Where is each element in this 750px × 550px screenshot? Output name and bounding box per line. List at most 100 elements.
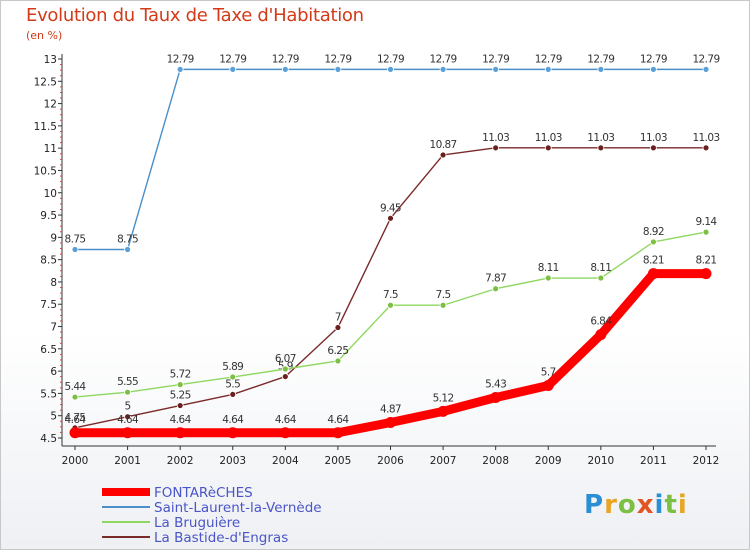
data-label: 8.75 (65, 234, 86, 246)
y-tick-label: 7.5 (40, 299, 57, 311)
data-point (490, 392, 502, 404)
data-point (647, 268, 659, 280)
legend-label: FONTARèCHES (154, 485, 253, 501)
data-label: 6.25 (327, 345, 348, 357)
y-tick-label: 4.5 (40, 433, 57, 445)
data-point (124, 413, 131, 421)
data-label: 11.03 (482, 132, 509, 144)
data-label: 5.89 (222, 361, 243, 373)
x-tick-label: 2007 (430, 455, 457, 467)
data-label: 4.75 (65, 412, 86, 424)
data-point (650, 65, 657, 73)
y-tick-label: 9 (50, 232, 57, 244)
data-label: 4.64 (275, 414, 297, 426)
data-label: 12.79 (482, 53, 509, 65)
data-label: 6.84 (590, 316, 612, 328)
data-label: 8.75 (117, 234, 138, 246)
x-tick-label: 2009 (535, 455, 562, 467)
data-label: 5 (125, 401, 131, 413)
data-label: 7.5 (436, 289, 451, 301)
x-tick-label: 2008 (482, 455, 509, 467)
data-point (702, 65, 710, 73)
series-line (74, 68, 707, 251)
legend-label: La Bruguière (154, 515, 240, 531)
data-point (227, 427, 239, 439)
data-label: 5.44 (65, 381, 87, 393)
data-label: 5.43 (485, 379, 506, 391)
data-label: 4.64 (170, 414, 192, 426)
data-point (439, 151, 447, 159)
data-point (281, 65, 289, 73)
data-label: 11.03 (535, 132, 562, 144)
logo-letter: t (664, 490, 678, 520)
data-label: 12.79 (430, 53, 457, 65)
data-point (439, 301, 447, 309)
data-point (492, 65, 500, 73)
x-tick-label: 2011 (640, 455, 667, 467)
data-label: 12.79 (587, 53, 614, 65)
y-tick-label: 5.5 (40, 388, 57, 400)
data-point (650, 144, 657, 152)
y-tick-label: 12 (44, 99, 57, 111)
data-label: 11.03 (692, 132, 719, 144)
data-point (176, 381, 184, 389)
y-tick-label: 8 (50, 277, 57, 289)
y-tick-label: 12.5 (34, 76, 57, 88)
data-point (176, 402, 184, 409)
data-point (544, 274, 552, 282)
data-label: 4.87 (380, 404, 401, 416)
data-point (71, 393, 79, 401)
data-point (387, 214, 394, 222)
data-point (332, 427, 344, 439)
y-tick-label: 13 (44, 54, 57, 66)
data-label: 11.03 (640, 132, 667, 144)
legend-label: La Bastide-d'Engras (154, 530, 288, 546)
x-tick-label: 2010 (587, 455, 614, 467)
data-point (281, 365, 289, 373)
chart-title: Evolution du Taux de Taxe d'Habitation (26, 5, 364, 26)
data-label: 12.79 (377, 53, 404, 65)
data-point (174, 427, 186, 439)
y-tick-label: 11.5 (34, 121, 57, 133)
logo-letter: i (654, 490, 665, 520)
data-point (597, 274, 605, 282)
data-point (176, 65, 184, 73)
data-label: 12.79 (167, 53, 194, 65)
data-label: 5.12 (433, 392, 454, 404)
data-point (334, 324, 342, 331)
data-point (387, 301, 394, 309)
data-label: 12.79 (272, 53, 299, 65)
data-label: 12.79 (324, 53, 351, 65)
proxiti-logo: Proxiti (584, 490, 688, 520)
data-point (334, 65, 342, 73)
logo-letter: P (584, 490, 605, 520)
data-label: 4.64 (327, 414, 349, 426)
data-label: 12.79 (692, 53, 719, 65)
data-point (597, 65, 605, 73)
x-tick-label: 2005 (325, 455, 352, 467)
data-point (544, 65, 552, 73)
data-point (387, 65, 394, 73)
data-label: 12.79 (640, 53, 667, 65)
x-tick-label: 2006 (377, 455, 404, 467)
y-tick-label: 7 (50, 322, 57, 334)
logo-letter: x (636, 490, 655, 520)
y-tick-label: 10.5 (34, 165, 57, 177)
data-label: 9.14 (696, 216, 718, 228)
data-label: 8.11 (590, 262, 611, 274)
y-tick-label: 6.5 (40, 344, 57, 356)
data-point (437, 405, 449, 417)
data-point (597, 144, 605, 152)
data-point (492, 144, 500, 152)
data-point (69, 427, 81, 439)
data-label: 4.64 (117, 414, 139, 426)
data-label: 9.45 (380, 202, 401, 214)
data-label: 8.21 (643, 255, 664, 267)
data-point (492, 285, 500, 293)
data-point (229, 373, 237, 381)
y-tick-label: 9.5 (40, 210, 57, 222)
data-point (229, 391, 237, 398)
data-point (595, 329, 607, 341)
x-tick-label: 2003 (219, 455, 246, 467)
data-label: 5.25 (170, 390, 191, 402)
